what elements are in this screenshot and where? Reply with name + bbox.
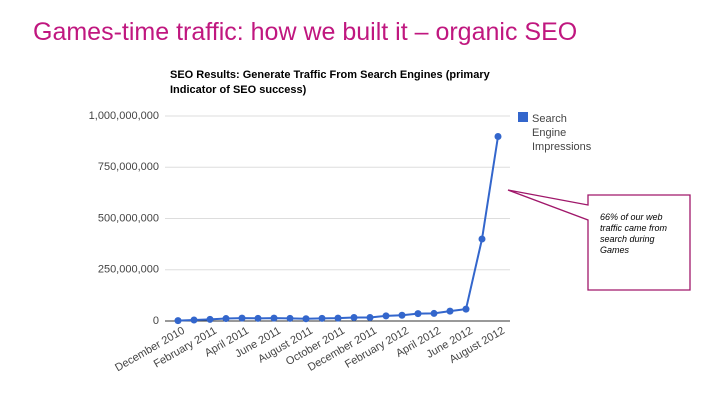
annotation: 66% of our web traffic came from search … bbox=[600, 212, 668, 255]
data-point bbox=[494, 133, 502, 140]
y-tick-label: 0 bbox=[153, 315, 159, 327]
data-point bbox=[478, 235, 486, 243]
data-point bbox=[414, 310, 422, 318]
slide-title: Games-time traffic: how we built it – or… bbox=[33, 18, 578, 46]
data-point bbox=[318, 314, 326, 322]
data-point bbox=[174, 317, 182, 325]
data-point bbox=[190, 316, 198, 324]
data-point bbox=[430, 309, 438, 317]
data-point bbox=[270, 314, 278, 322]
data-point bbox=[254, 314, 262, 322]
y-tick-label: 250,000,000 bbox=[98, 264, 159, 276]
y-tick-label: 1,000,000,000 bbox=[89, 110, 159, 122]
data-point bbox=[286, 314, 294, 322]
data-point bbox=[462, 305, 470, 313]
y-tick-label: 750,000,000 bbox=[98, 161, 159, 173]
data-point bbox=[398, 311, 406, 319]
legend-label: Search Engine Impressions bbox=[532, 113, 592, 153]
callout bbox=[507, 189, 691, 291]
data-point bbox=[366, 314, 374, 322]
y-tick-label: 500,000,000 bbox=[98, 212, 159, 224]
data-point bbox=[238, 314, 246, 322]
legend-swatch bbox=[518, 112, 528, 122]
data-point bbox=[222, 315, 230, 323]
data-point bbox=[446, 307, 454, 315]
data-point bbox=[302, 315, 310, 323]
data-point bbox=[350, 314, 358, 322]
chart-title: SEO Results: Generate Traffic From Searc… bbox=[170, 69, 490, 96]
data-point bbox=[334, 314, 342, 322]
data-line bbox=[177, 136, 499, 322]
data-point bbox=[206, 315, 214, 323]
data-point bbox=[382, 312, 390, 320]
